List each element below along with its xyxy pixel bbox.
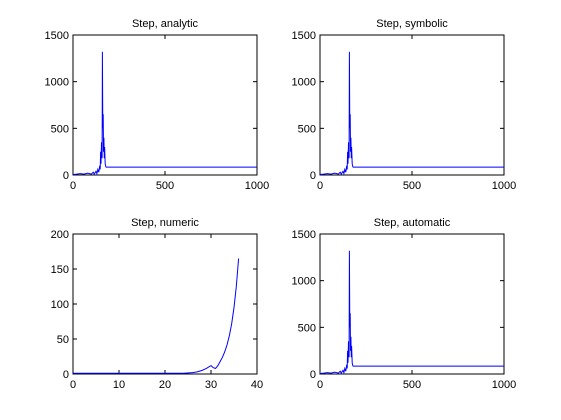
x-tick-label: 0 [70,180,76,192]
x-tick-label: 30 [205,379,217,391]
x-tick-label: 1000 [492,379,516,391]
y-tick-label: 100 [51,299,69,311]
y-tick-label: 500 [298,123,316,135]
x-tick-label: 500 [403,180,421,192]
series-line-1 [319,51,504,176]
y-tick-label: 150 [51,264,69,276]
y-tick-label: 0 [63,170,69,182]
y-tick-label: 200 [51,229,69,241]
y-tick-label: 1500 [292,229,316,241]
subplot-3: Step, numeric 0 10 20 30 40 0 50 100 150 200 [51,217,263,391]
y-tick-label: 500 [298,322,316,334]
y-tick-label: 1000 [292,77,316,89]
y-tick-label: 1000 [45,77,69,89]
y-tick-label: 1500 [45,30,69,42]
x-tick-label: 0 [317,379,323,391]
y-tick-label: 0 [310,170,316,182]
series-line-1 [73,258,240,374]
plot-title: Step, automatic [374,217,451,229]
subplot-1: Step, analytic 0 500 1000 0 500 1000 1500 [45,18,270,192]
subplot-4: Step, automatic 0 500 1000 0 500 1000 1500 [292,217,517,391]
x-tick-label: 1000 [492,180,516,192]
plot-title: Step, numeric [131,217,199,229]
y-tick-label: 1500 [292,30,316,42]
x-tick-label: 0 [70,379,76,391]
axes-frame [72,233,258,375]
subplot-2: Step, symbolic 0 500 1000 0 500 1000 1500 [292,18,517,192]
y-tick-label: 500 [51,123,69,135]
series-line-1 [72,51,257,176]
x-tick-label: 500 [156,180,174,192]
y-tick-label: 0 [310,369,316,381]
x-tick-label: 20 [159,379,171,391]
plot-title: Step, symbolic [376,18,448,30]
series-line-1 [319,250,504,375]
x-tick-label: 500 [403,379,421,391]
y-tick-label: 50 [57,334,69,346]
x-tick-label: 40 [251,379,263,391]
x-tick-label: 0 [317,180,323,192]
y-tick-label: 1000 [292,276,316,288]
x-tick-label: 10 [113,379,125,391]
y-tick-label: 0 [63,369,69,381]
plot-title: Step, analytic [132,18,199,30]
x-tick-label: 1000 [245,180,269,192]
